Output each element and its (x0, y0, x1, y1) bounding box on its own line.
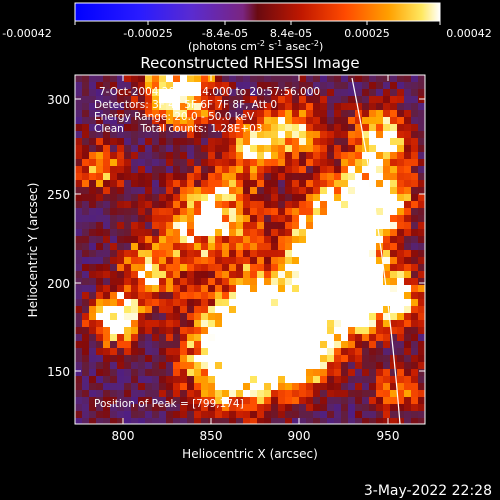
colorbar-tick-marks (74, 21, 441, 25)
energy-range-text: Energy Range: 20.0 - 50.0 keV (94, 111, 255, 123)
colorbar: -0.00042 -0.00025 -8.4e-05 8.4e-05 0.000… (2, 2, 492, 53)
detectors-text: Detectors: 3F 4F 5F 6F 7F 8F, Att 0 (94, 99, 277, 111)
time-range-text: 7-Oct-2004 20:56:24.000 to 20:57:56.000 (99, 86, 320, 98)
solar-limb-line (351, 77, 401, 424)
plot-frame (74, 74, 426, 425)
colorbar-tick-label: 8.4e-05 (270, 27, 312, 40)
x-tick-label: 900 (288, 429, 311, 443)
y-tick-label: 150 (47, 365, 70, 379)
colorbar-tick-label: -0.00025 (123, 27, 172, 40)
colorbar-tick-label: 0.00042 (446, 27, 492, 40)
clean-counts-text: Clean Total counts: 1.28E+03 (94, 123, 263, 135)
colorbar-units: (photons cm-2 s-1 asec-2) (188, 39, 323, 53)
x-tick-label: 850 (200, 429, 223, 443)
peak-position-text: Position of Peak = [799,174] (94, 398, 244, 410)
rhessi-image (75, 75, 425, 424)
axis-tick-marks (75, 75, 425, 424)
y-axis-label: Heliocentric Y (arcsec) (26, 183, 40, 318)
colorbar-gradient (74, 2, 441, 22)
y-tick-label: 200 (47, 277, 70, 291)
y-tick-label: 300 (47, 93, 70, 107)
colorbar-tick-label: -8.4e-05 (202, 27, 248, 40)
plot-title: Reconstructed RHESSI Image (140, 54, 359, 72)
x-tick-label: 800 (112, 429, 135, 443)
colorbar-tick-label: -0.00042 (2, 27, 51, 40)
y-tick-label: 250 (47, 188, 70, 202)
x-axis-label: Heliocentric X (arcsec) (182, 447, 318, 461)
colorbar-tick-label: 0.00025 (344, 27, 390, 40)
x-tick-label: 950 (377, 429, 400, 443)
footer-date: 3-May-2022 22:28 (364, 483, 492, 499)
